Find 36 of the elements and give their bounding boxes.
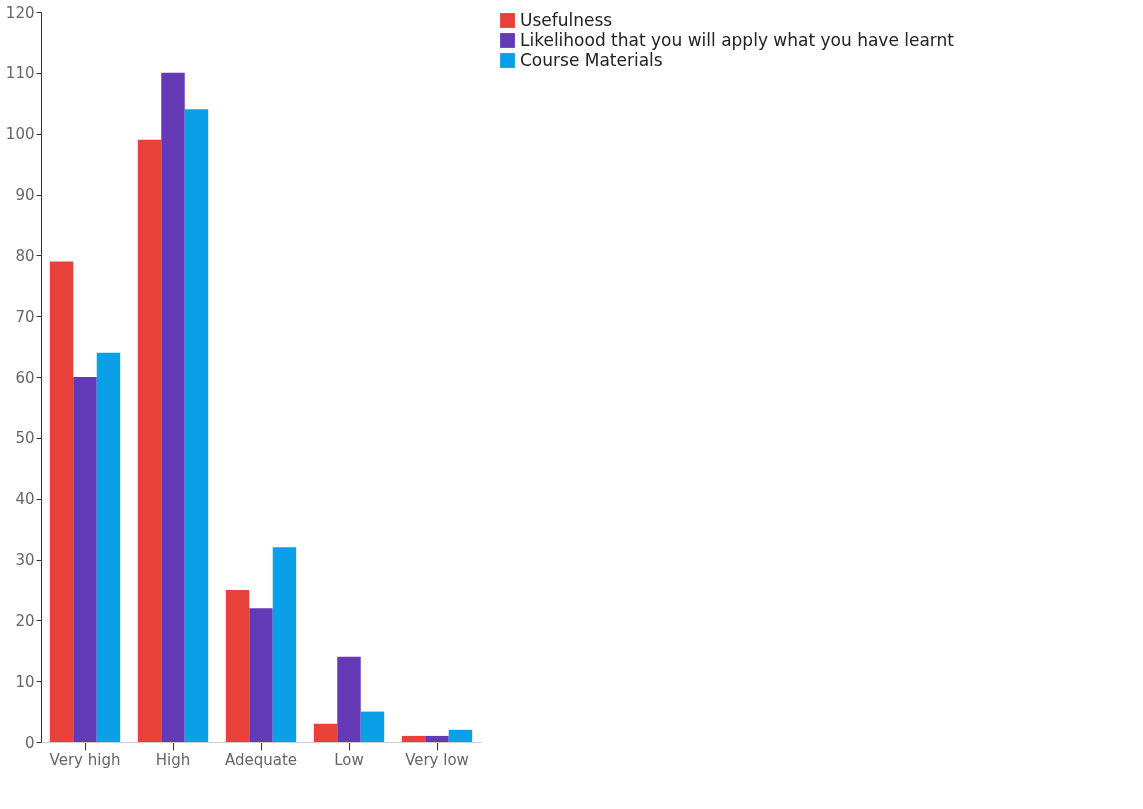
x-tick-label: Very low — [405, 750, 469, 769]
y-tick-label: 70 — [15, 307, 35, 326]
x-tick-label: Adequate — [224, 750, 298, 769]
bar — [337, 656, 361, 742]
bar — [360, 711, 385, 742]
bar — [249, 608, 273, 742]
y-tick-label: 20 — [15, 611, 35, 630]
bar — [161, 72, 185, 742]
y-tick-label: 110 — [5, 64, 35, 83]
x-tick-label: Low — [334, 750, 364, 769]
y-tick-label: 100 — [5, 125, 35, 144]
bar — [313, 723, 338, 742]
y-tick-label: 60 — [15, 368, 35, 387]
bar — [272, 547, 297, 742]
y-tick-label: 90 — [15, 186, 35, 204]
bar — [73, 377, 97, 742]
bar — [184, 109, 209, 742]
y-tick-label: 0 — [24, 733, 35, 752]
y-tick-label: 30 — [15, 551, 35, 569]
bar — [49, 261, 74, 742]
x-tick-label: High — [155, 750, 191, 769]
bar — [137, 139, 162, 742]
x-tick-label: Very high — [49, 750, 121, 769]
y-tick-label: 50 — [15, 429, 35, 448]
bar — [425, 735, 449, 742]
bar — [401, 735, 426, 742]
y-tick-label: 120 — [5, 3, 35, 22]
bar — [225, 589, 250, 742]
legend-label: Course Materials — [520, 49, 663, 70]
y-tick-label: 40 — [15, 490, 35, 509]
bar — [96, 352, 121, 742]
legend-label: Likelihood that you will apply what you have learnt — [520, 29, 955, 50]
y-tick-label: 80 — [15, 246, 35, 265]
legend-label: Usefulness — [520, 9, 613, 30]
bar — [448, 729, 473, 742]
y-tick-label: 10 — [15, 672, 35, 691]
